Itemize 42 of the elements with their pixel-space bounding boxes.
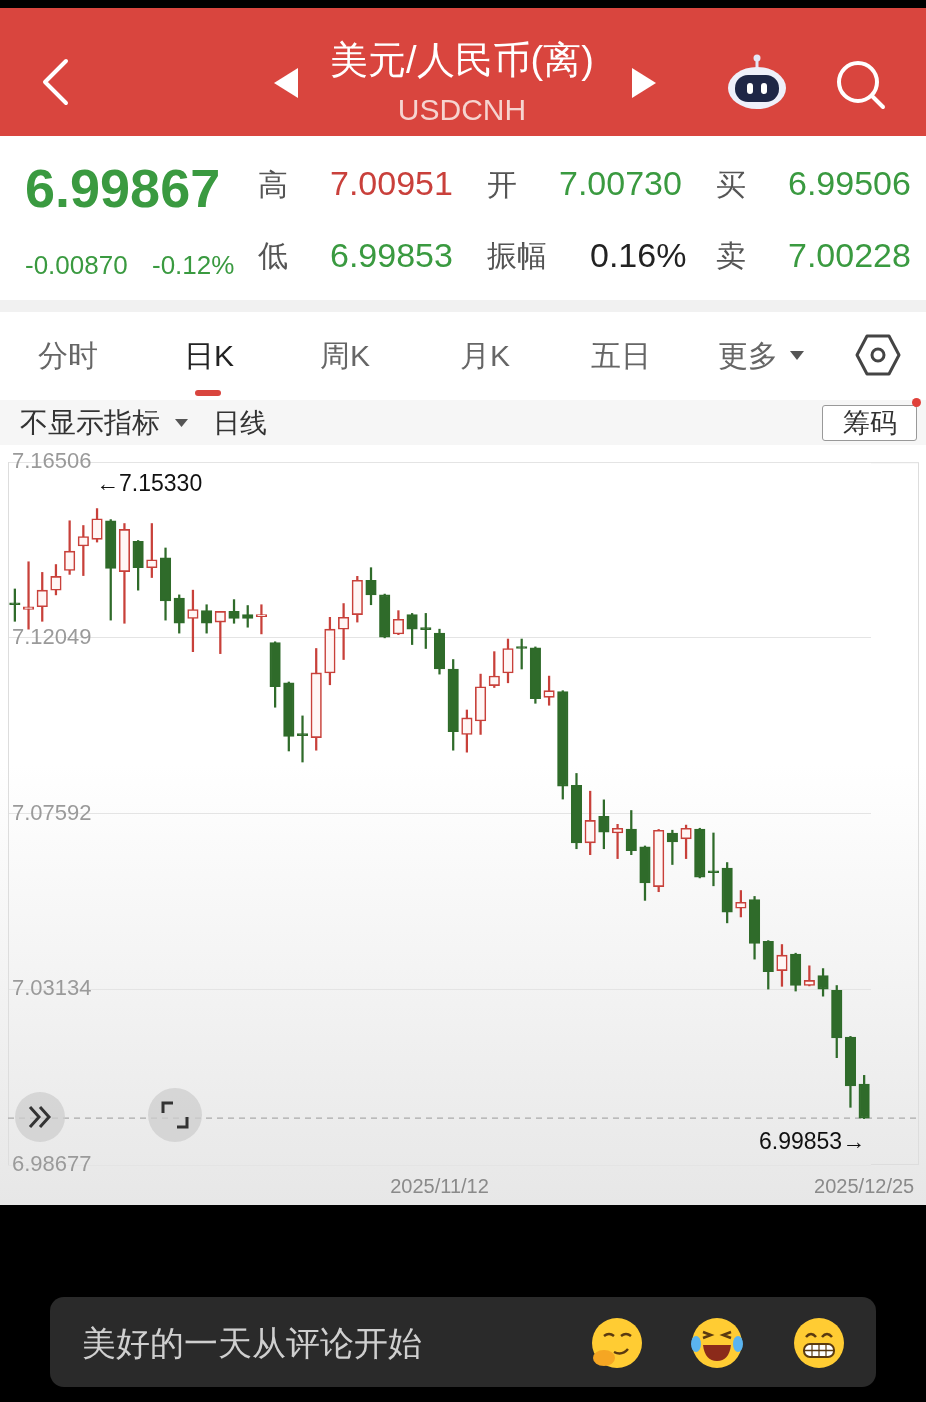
- text: 开: [487, 168, 517, 201]
- text: 日K: [183, 339, 235, 372]
- text: -0.00870: [25, 250, 128, 280]
- x-tick-label: 2025/11/12: [390, 1174, 489, 1197]
- text: 低: [258, 239, 288, 272]
- candlestick: [296, 715, 309, 763]
- annotation: ←7.15330: [96, 469, 203, 496]
- candlestick: [707, 832, 720, 887]
- annotation: 6.99853→: [759, 1127, 866, 1154]
- y-tick-label: 7.07592: [12, 799, 92, 825]
- candlestick: [255, 604, 267, 635]
- y-tick-label: 7.16506: [12, 448, 92, 474]
- text: 6.99853: [330, 236, 453, 274]
- text: 高: [258, 168, 288, 201]
- text: 卖: [716, 239, 746, 272]
- y-tick-label: 7.03134: [12, 975, 92, 1001]
- text: 6.99867: [25, 158, 221, 218]
- x-tick-label: 2025/12/25: [814, 1174, 915, 1197]
- candlestick: [666, 829, 678, 865]
- text: 0.16%: [590, 236, 687, 274]
- text: 日线: [213, 407, 267, 438]
- candlestick: [612, 823, 624, 859]
- chart-title: 美元/人民币(离): [330, 39, 594, 81]
- text: 买: [716, 168, 746, 201]
- text: 五日: [591, 339, 651, 372]
- y-tick-label: 6.98677: [12, 1151, 92, 1177]
- text: -0.12%: [152, 250, 235, 280]
- text: 6.99506: [788, 164, 911, 202]
- text: 振幅: [487, 239, 547, 272]
- text: 7.00730: [559, 164, 682, 202]
- text: 周K: [319, 339, 371, 372]
- text: 更多: [718, 339, 778, 372]
- text: 分时: [38, 339, 98, 372]
- text: 月K: [459, 339, 511, 372]
- text: 7.00228: [788, 236, 911, 274]
- text: 筹码: [843, 407, 897, 438]
- candlestick: [338, 603, 350, 660]
- y-tick-label: 7.12049: [12, 623, 92, 649]
- text: 美好的一天从评论开始: [82, 1324, 422, 1362]
- chart-subtitle: USDCNH: [397, 93, 527, 126]
- text: 不显示指标: [20, 407, 160, 438]
- text: 7.00951: [330, 164, 453, 202]
